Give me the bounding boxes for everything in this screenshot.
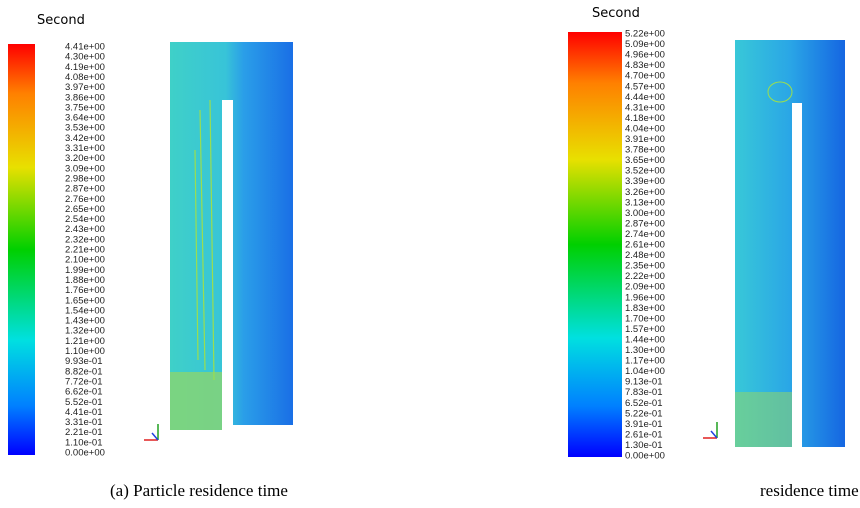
colorbar-label: 2.21e+00 xyxy=(65,245,105,256)
colorbar-label: 5.09e+00 xyxy=(625,39,665,50)
colorbar-label: 2.98e+00 xyxy=(65,173,105,184)
colorbar-label: 4.18e+00 xyxy=(625,113,665,124)
colorbar-label: 4.83e+00 xyxy=(625,60,665,71)
colorbar-label: 5.22e+00 xyxy=(625,29,665,40)
colorbar-label: 3.53e+00 xyxy=(65,123,105,134)
colorbar-label: 1.04e+00 xyxy=(625,366,665,377)
colorbar-label: 2.61e+00 xyxy=(625,240,665,251)
colorbar-label: 2.87e+00 xyxy=(65,184,105,195)
colorbar-label: 3.86e+00 xyxy=(65,92,105,103)
colorbar-labels: 4.41e+004.30e+004.19e+004.08e+003.97e+00… xyxy=(65,42,105,459)
colorbar-label: 4.30e+00 xyxy=(65,52,105,63)
colorbar-label: 8.82e-01 xyxy=(65,366,103,377)
colorbar-label: 4.70e+00 xyxy=(625,71,665,82)
colorbar-label: 0.00e+00 xyxy=(65,448,105,459)
colorbar-label: 2.10e+00 xyxy=(65,255,105,266)
colorbar-label: 1.65e+00 xyxy=(65,295,105,306)
colorbar-label: 2.48e+00 xyxy=(625,250,665,261)
colorbar-label: 4.57e+00 xyxy=(625,81,665,92)
colorbar-label: 4.31e+00 xyxy=(625,102,665,113)
colorbar-label: 2.21e-01 xyxy=(65,427,103,438)
colorbar-label: 3.64e+00 xyxy=(65,113,105,124)
colorbar-label: 3.13e+00 xyxy=(625,197,665,208)
cfd-image xyxy=(735,40,845,447)
colorbar-label: 7.83e-01 xyxy=(625,387,663,398)
colorbar-label: 4.96e+00 xyxy=(625,50,665,61)
colorbar-label: 1.54e+00 xyxy=(65,305,105,316)
colorbar-label: 3.91e+00 xyxy=(625,134,665,145)
colorbar-label: 1.70e+00 xyxy=(625,313,665,324)
colorbar-label: 1.88e+00 xyxy=(65,275,105,286)
colorbar-unit: Second xyxy=(592,6,640,21)
colorbar-label: 1.21e+00 xyxy=(65,336,105,347)
colorbar-label: 5.22e-01 xyxy=(625,408,663,419)
colorbar-labels: 5.22e+005.09e+004.96e+004.83e+004.70e+00… xyxy=(625,29,665,462)
colorbar-label: 3.91e-01 xyxy=(625,419,663,430)
colorbar-label: 2.76e+00 xyxy=(65,194,105,205)
colorbar-label: 1.10e+00 xyxy=(65,346,105,357)
colorbar-label: 3.42e+00 xyxy=(65,133,105,144)
colorbar-label: 4.41e+00 xyxy=(65,42,105,53)
colorbar-label: 2.65e+00 xyxy=(65,204,105,215)
colorbar-label: 2.22e+00 xyxy=(625,271,665,282)
colorbar-label: 7.72e-01 xyxy=(65,376,103,387)
colorbar-label: 2.54e+00 xyxy=(65,214,105,225)
colorbar-label: 1.44e+00 xyxy=(625,334,665,345)
colorbar-label: 4.41e-01 xyxy=(65,407,103,418)
colorbar-label: 1.43e+00 xyxy=(65,316,105,327)
colorbar-label: 1.99e+00 xyxy=(65,265,105,276)
colorbar-label: 3.97e+00 xyxy=(65,82,105,93)
colorbar xyxy=(8,44,35,455)
colorbar-label: 2.74e+00 xyxy=(625,229,665,240)
colorbar-label: 3.39e+00 xyxy=(625,176,665,187)
colorbar-label: 5.52e-01 xyxy=(65,397,103,408)
colorbar-label: 9.13e-01 xyxy=(625,377,663,388)
colorbar-label: 1.96e+00 xyxy=(625,292,665,303)
colorbar-label: 1.30e+00 xyxy=(625,345,665,356)
colorbar-label: 2.09e+00 xyxy=(625,282,665,293)
colorbar-label: 3.31e+00 xyxy=(65,143,105,154)
colorbar-label: 3.78e+00 xyxy=(625,145,665,156)
colorbar-label: 4.19e+00 xyxy=(65,62,105,73)
colorbar-label: 4.04e+00 xyxy=(625,123,665,134)
colorbar-label: 3.31e-01 xyxy=(65,417,103,428)
colorbar xyxy=(568,32,622,457)
colorbar-label: 1.10e-01 xyxy=(65,437,103,448)
colorbar-label: 3.65e+00 xyxy=(625,155,665,166)
colorbar-label: 0.00e+00 xyxy=(625,451,665,462)
colorbar-label: 1.83e+00 xyxy=(625,303,665,314)
axis-triad xyxy=(703,422,718,439)
colorbar-label: 1.57e+00 xyxy=(625,324,665,335)
colorbar-label: 2.32e+00 xyxy=(65,234,105,245)
colorbar-label: 3.20e+00 xyxy=(65,153,105,164)
colorbar-label: 6.52e-01 xyxy=(625,398,663,409)
colorbar-label: 4.08e+00 xyxy=(65,72,105,83)
colorbar-label: 1.30e-01 xyxy=(625,440,663,451)
colorbar-label: 3.75e+00 xyxy=(65,102,105,113)
colorbar-label: 9.93e-01 xyxy=(65,356,103,367)
colorbar-label: 3.52e+00 xyxy=(625,166,665,177)
colorbar-label: 1.76e+00 xyxy=(65,285,105,296)
colorbar-label: 2.35e+00 xyxy=(625,261,665,272)
colorbar-unit: Second xyxy=(37,13,85,28)
colorbar-label: 3.26e+00 xyxy=(625,187,665,198)
colorbar-label: 6.62e-01 xyxy=(65,387,103,398)
cfd-image xyxy=(170,42,293,430)
colorbar-label: 1.32e+00 xyxy=(65,326,105,337)
colorbar-label: 4.44e+00 xyxy=(625,92,665,103)
axis-triad xyxy=(144,424,159,441)
colorbar-label: 1.17e+00 xyxy=(625,356,665,367)
colorbar-label: 3.09e+00 xyxy=(65,163,105,174)
colorbar-label: 2.43e+00 xyxy=(65,224,105,235)
colorbar-label: 3.00e+00 xyxy=(625,208,665,219)
caption: residence time xyxy=(760,481,859,500)
colorbar-label: 2.87e+00 xyxy=(625,218,665,229)
colorbar-label: 2.61e-01 xyxy=(625,429,663,440)
caption: (a) Particle residence time xyxy=(110,481,288,500)
